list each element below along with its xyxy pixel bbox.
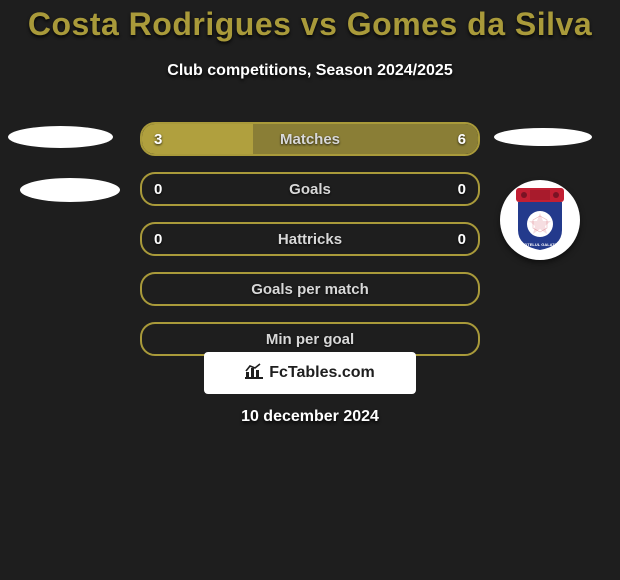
stat-row-goals-per-match: Goals per match (140, 272, 480, 306)
player-left-ellipse-1 (8, 126, 113, 148)
stat-label: Min per goal (142, 324, 478, 354)
stat-label: Goals (142, 174, 478, 204)
stat-val-right: 0 (458, 174, 466, 204)
stat-row-goals: 0 Goals 0 (140, 172, 480, 206)
date-text: 10 december 2024 (0, 408, 620, 426)
source-box[interactable]: FcTables.com (204, 352, 416, 394)
stat-val-right: 6 (458, 124, 466, 154)
stat-val-right: 0 (458, 224, 466, 254)
stat-row-min-per-goal: Min per goal (140, 322, 480, 356)
source-label: FcTables.com (269, 364, 375, 382)
player-right-ellipse (494, 128, 592, 146)
stat-label: Goals per match (142, 274, 478, 304)
player-left-ellipse-2 (20, 178, 120, 202)
stat-label: Matches (142, 124, 478, 154)
stat-label: Hattricks (142, 224, 478, 254)
chart-icon (245, 363, 263, 384)
club-crest-icon: OTELUL GALATI (510, 188, 570, 252)
stat-row-hattricks: 0 Hattricks 0 (140, 222, 480, 256)
page-title: Costa Rodrigues vs Gomes da Silva (0, 6, 620, 43)
page-subtitle: Club competitions, Season 2024/2025 (0, 62, 620, 80)
stat-row-matches: 3 Matches 6 (140, 122, 480, 156)
svg-text:OTELUL GALATI: OTELUL GALATI (524, 242, 556, 247)
otelul-galati-badge: OTELUL GALATI (500, 180, 580, 260)
stats-bars: 3 Matches 6 0 Goals 0 0 Hattricks 0 Goal… (140, 122, 480, 372)
